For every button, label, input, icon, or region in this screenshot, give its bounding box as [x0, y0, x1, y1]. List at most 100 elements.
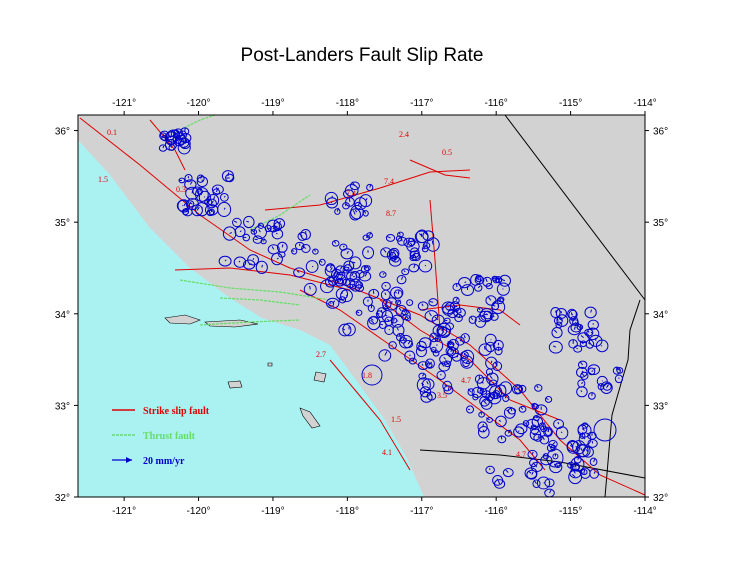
- station-vector: [464, 281, 467, 284]
- station-error-ellipse: [331, 268, 343, 281]
- station-error-ellipse: [484, 333, 497, 346]
- station-vector: [459, 311, 462, 314]
- station-error-ellipse: [173, 128, 184, 138]
- station-error-ellipse: [478, 310, 493, 323]
- station-vector: [440, 373, 442, 376]
- station-vector: [580, 372, 585, 377]
- station-vector: [483, 345, 486, 350]
- station-error-ellipse: [271, 252, 283, 266]
- station-vector: [465, 361, 468, 364]
- station-error-ellipse: [614, 374, 624, 384]
- station-error-ellipse: [589, 468, 600, 479]
- station-vector: [348, 197, 351, 203]
- station-error-ellipse: [206, 198, 217, 209]
- station-vector: [215, 187, 220, 193]
- station-vector: [581, 381, 584, 384]
- station-vector: [347, 192, 349, 195]
- station-error-ellipse: [482, 276, 493, 287]
- station-error-ellipse: [576, 324, 584, 331]
- station-error-ellipse: [396, 333, 405, 342]
- station-error-ellipse: [349, 256, 362, 270]
- station-vector: [448, 308, 451, 311]
- station-vector: [580, 390, 583, 393]
- station-vector: [593, 458, 596, 463]
- station-error-ellipse: [588, 334, 603, 347]
- station-vector: [428, 312, 432, 317]
- station-error-ellipse: [568, 309, 578, 320]
- station-error-ellipse: [502, 468, 514, 478]
- station-error-ellipse: [571, 462, 581, 471]
- station-error-ellipse: [567, 308, 577, 320]
- station-vector: [485, 417, 490, 421]
- station-vector: [443, 356, 447, 360]
- station-vector: [489, 345, 492, 348]
- lon-tick-label: -115°: [559, 98, 582, 109]
- station-vector: [261, 264, 263, 268]
- station-vector: [330, 302, 332, 305]
- station-vector: [363, 265, 368, 269]
- station-vector: [537, 434, 540, 439]
- station-vector: [531, 471, 534, 475]
- station-error-ellipse: [554, 462, 561, 469]
- station-error-ellipse: [378, 320, 387, 329]
- station-error-ellipse: [159, 132, 167, 138]
- slip-rate-label: 4.7: [516, 450, 526, 459]
- station-error-ellipse: [496, 282, 510, 296]
- station-error-ellipse: [570, 322, 582, 333]
- station-vector: [337, 280, 340, 283]
- station-error-ellipse: [512, 384, 524, 395]
- station-vector: [398, 333, 401, 338]
- station-vector: [606, 384, 609, 388]
- slip-rate-label: 1.5: [391, 415, 401, 424]
- station-error-ellipse: [567, 324, 582, 336]
- station-vector: [573, 326, 576, 330]
- station-error-ellipse: [406, 240, 420, 253]
- station-vector: [339, 266, 343, 270]
- station-vector: [167, 134, 172, 139]
- station-error-ellipse: [478, 411, 485, 418]
- station-error-ellipse: [485, 392, 494, 402]
- station-error-ellipse: [577, 444, 591, 458]
- station-error-ellipse: [242, 259, 256, 270]
- station-error-ellipse: [492, 339, 504, 351]
- station-error-ellipse: [250, 229, 258, 235]
- lat-tick-label: 35°: [55, 218, 70, 229]
- station-error-ellipse: [461, 284, 475, 296]
- station-vector: [481, 314, 486, 318]
- station-vector: [534, 480, 537, 484]
- station-vector: [281, 244, 284, 248]
- station-vector: [455, 297, 459, 301]
- station-error-ellipse: [447, 348, 455, 355]
- station-error-ellipse: [388, 247, 400, 259]
- station-error-ellipse: [489, 312, 499, 321]
- station-error-ellipse: [497, 435, 507, 444]
- station-vector: [406, 316, 409, 319]
- station-vector: [536, 385, 539, 389]
- station-vector: [485, 313, 489, 316]
- station-error-ellipse: [573, 345, 583, 353]
- station-error-ellipse: [462, 359, 470, 368]
- station-error-ellipse: [421, 245, 429, 253]
- station-error-ellipse: [439, 353, 453, 365]
- station-error-ellipse: [485, 341, 496, 353]
- station-vector: [593, 367, 596, 370]
- station-vector: [520, 406, 523, 410]
- station-error-ellipse: [589, 457, 598, 467]
- lat-tick-label: 33°: [653, 401, 668, 412]
- station-error-ellipse: [515, 423, 528, 435]
- station-error-ellipse: [445, 346, 457, 357]
- station-error-ellipse: [452, 296, 460, 305]
- station-error-ellipse: [486, 417, 494, 423]
- lon-tick-label: -118°: [336, 98, 359, 109]
- station-vector: [488, 468, 491, 471]
- station-vector: [403, 310, 406, 313]
- station-vector: [370, 319, 375, 324]
- station-error-ellipse: [312, 248, 319, 255]
- station-error-ellipse: [425, 362, 433, 369]
- station-error-ellipse: [294, 241, 305, 251]
- station-error-ellipse: [408, 263, 420, 273]
- station-error-ellipse: [544, 395, 553, 403]
- station-vector: [580, 447, 583, 451]
- station-vector: [480, 381, 484, 384]
